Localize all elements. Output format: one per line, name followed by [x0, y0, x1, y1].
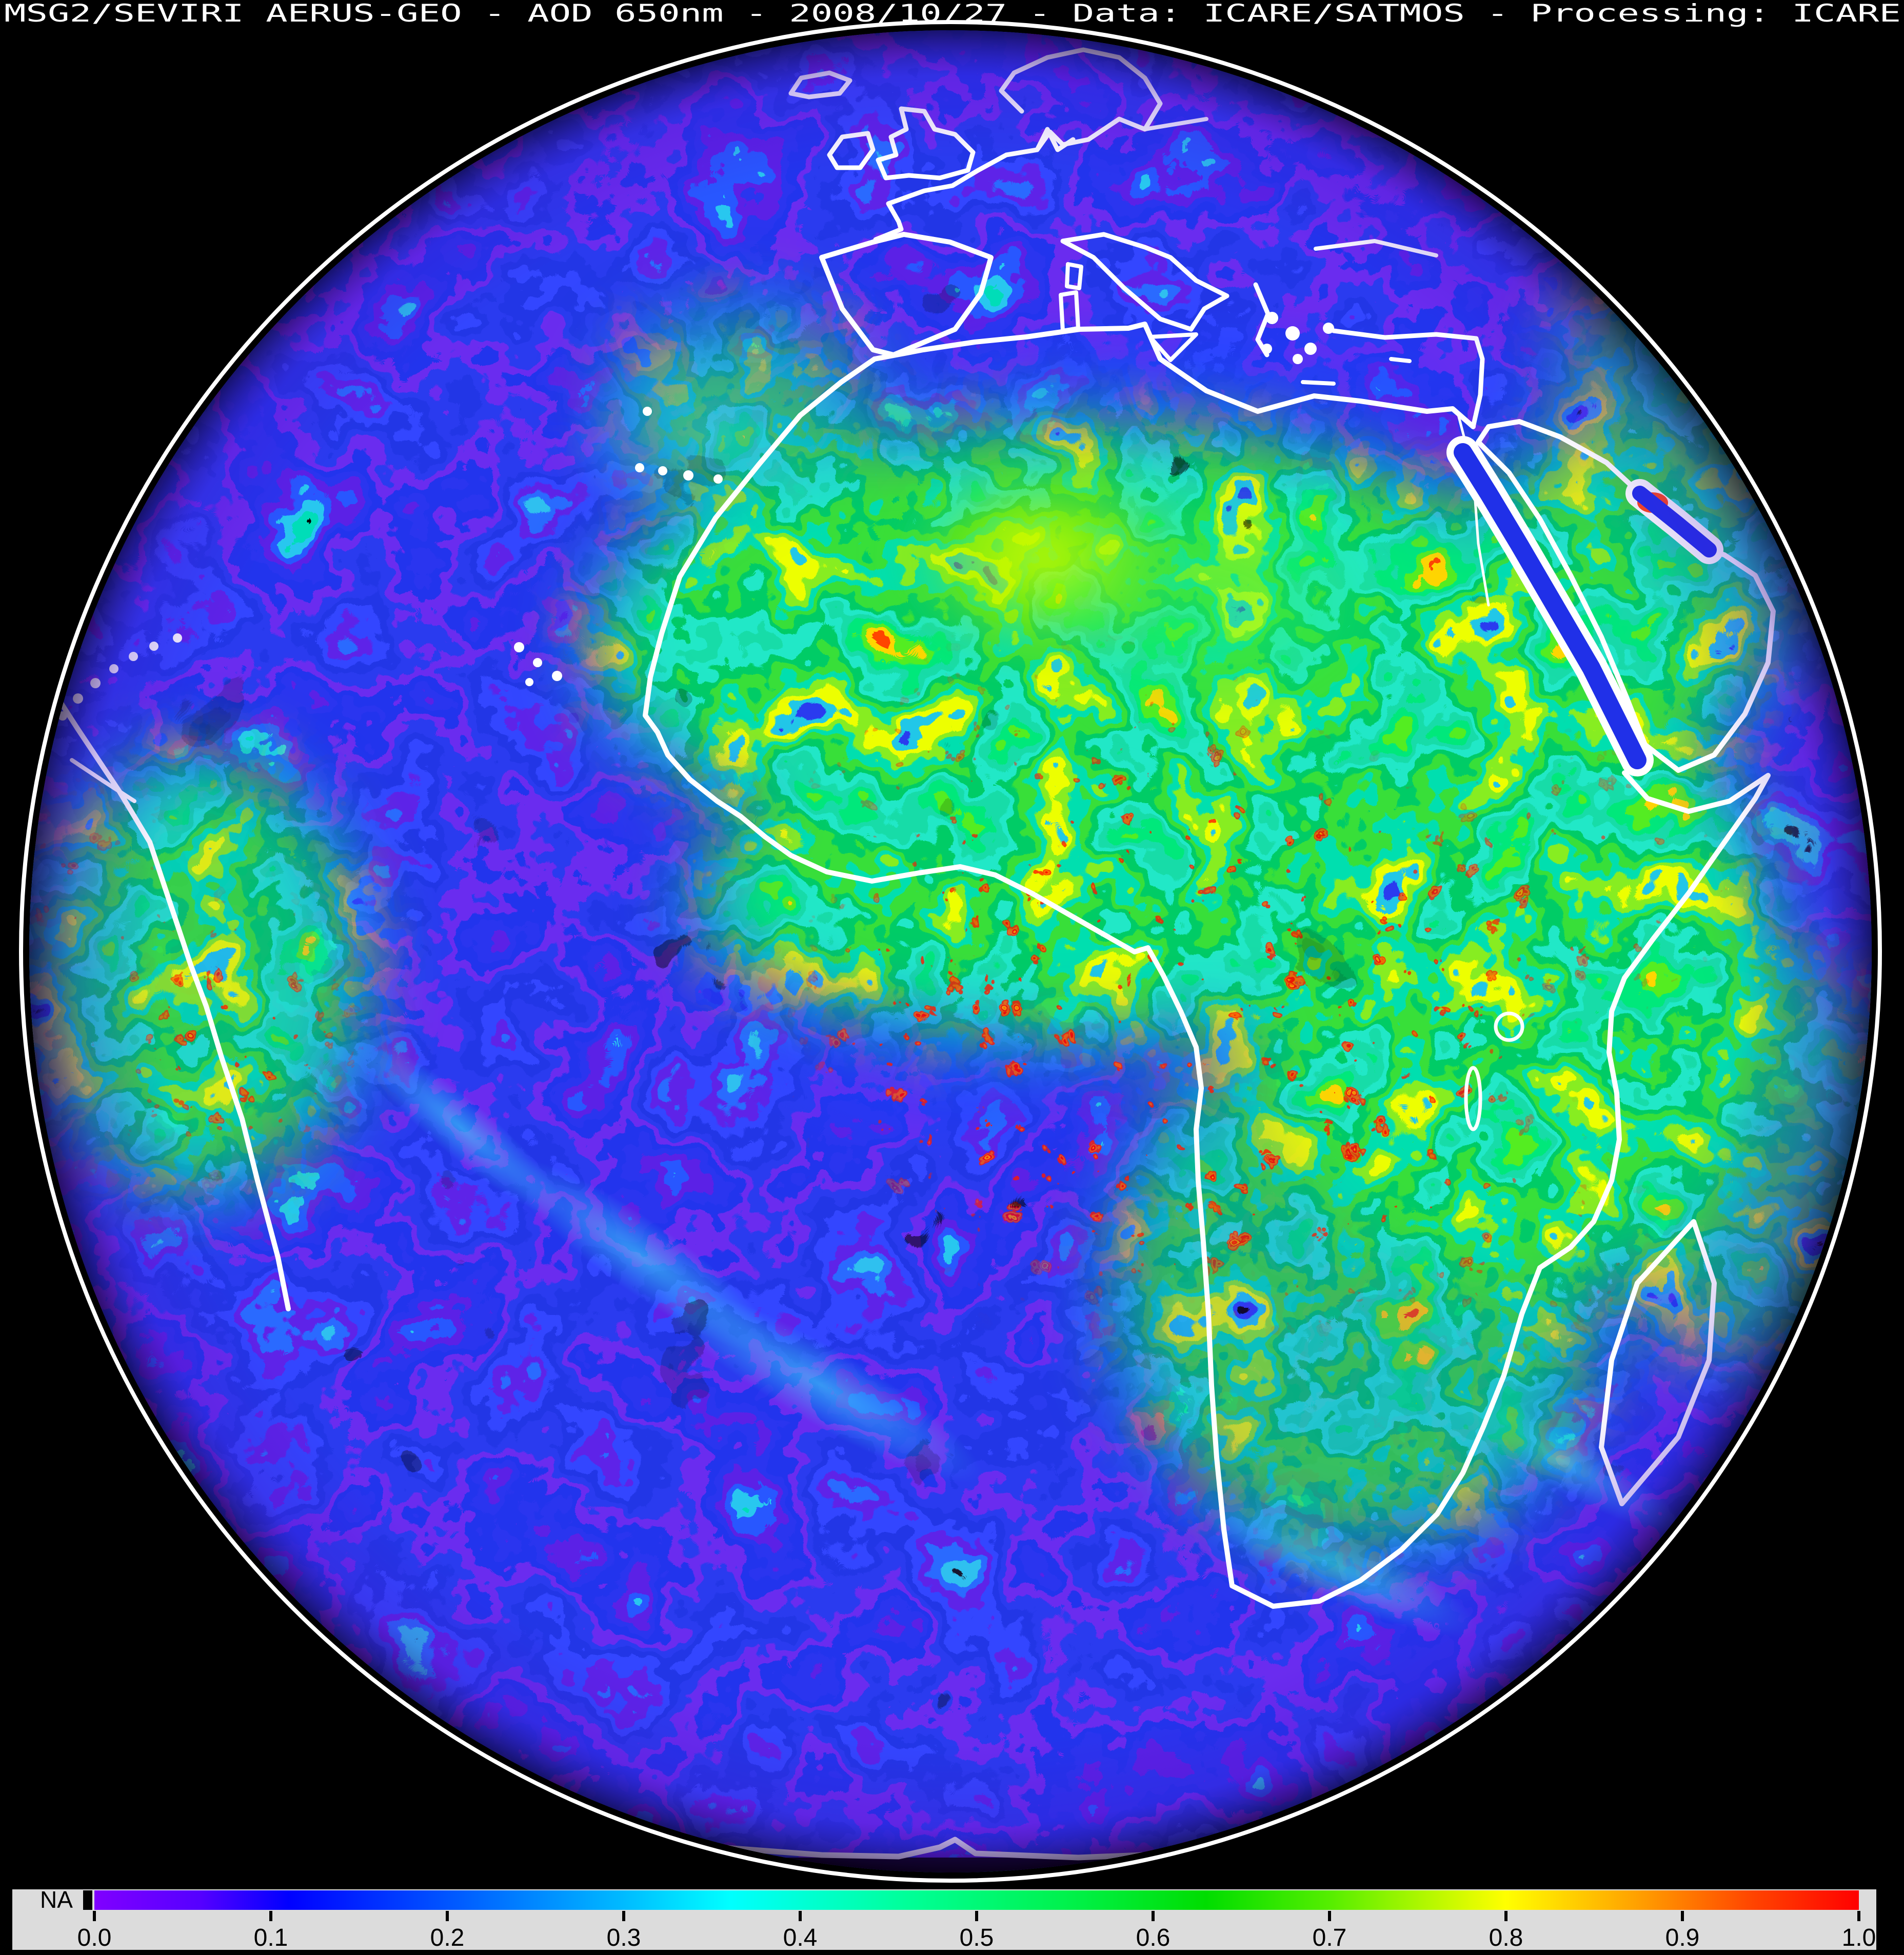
colorbar-tick-label: 0.3	[607, 1924, 641, 1951]
colorbar: NA 0.0 0.1 0.2 0.3 0.4 0.5 0.6 0.7 0.8	[12, 1886, 1876, 1951]
colorbar-tick-label: 0.2	[430, 1924, 465, 1951]
colorbar-tick-label: 0.5	[960, 1924, 994, 1951]
colorbar-tick-label: 0.6	[1136, 1924, 1171, 1951]
colorbar-tick-label: 0.7	[1313, 1924, 1347, 1951]
colorbar-tick-label: 0.0	[77, 1924, 112, 1951]
colorbar-tick-label: 0.9	[1665, 1924, 1700, 1951]
colorbar-tick-label: 0.4	[783, 1924, 818, 1951]
limb-shading	[29, 30, 1872, 1872]
colorbar-tick-label: 0.1	[254, 1924, 288, 1951]
colorbar-tick-label: 0.8	[1489, 1924, 1523, 1951]
colorbar-tick-label: 1.0	[1842, 1924, 1876, 1951]
colorbar-gradient	[94, 1890, 1859, 1910]
colorbar-na-swatch	[83, 1890, 92, 1910]
colorbar-na-label: NA	[40, 1886, 73, 1913]
